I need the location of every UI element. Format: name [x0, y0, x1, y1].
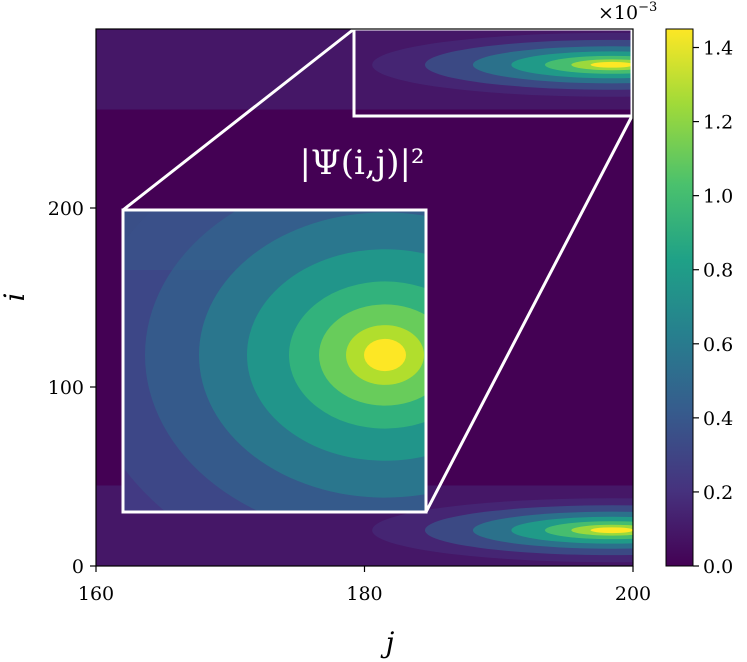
y-tick-label: 0	[72, 556, 84, 578]
y-axis-label: i	[0, 293, 31, 302]
y-tick-label: 100	[48, 377, 84, 399]
x-axis-label: j	[380, 626, 395, 659]
colorbar-tick-label: 0.0	[703, 556, 733, 578]
inset-intensity-layer	[123, 210, 426, 512]
x-tick-label: 160	[78, 583, 114, 605]
colorbar-tick-label: 0.6	[703, 334, 733, 356]
heatmap-peak	[372, 32, 633, 97]
heatmap-peak	[372, 498, 633, 563]
inset-peak	[123, 210, 426, 512]
inset-title: |Ψ(i,j)|²	[299, 143, 424, 183]
colorbar-tick-label: 1.2	[703, 112, 733, 134]
colorbar-gradient	[665, 28, 694, 567]
y-tick-label: 200	[48, 198, 84, 220]
colorbar-ticks: 0.0 0.2 0.4 0.6 0.8 1.0 1.2 1.4	[693, 38, 733, 578]
connector-line-bottom	[424, 115, 634, 513]
colorbar-scale-prefix: ×10	[598, 2, 638, 24]
colorbar-tick-label: 1.0	[703, 186, 733, 208]
heatmap-intensity-layer	[96, 29, 633, 566]
y-axis: 0 100 200	[48, 198, 96, 578]
x-axis: 160 180 200	[78, 566, 651, 605]
heatmap-plot-area	[96, 29, 633, 566]
colorbar-tick-label: 0.2	[703, 482, 733, 504]
inset-zoom-panel	[123, 210, 426, 512]
colorbar-tick-label: 0.8	[703, 260, 733, 282]
colorbar-scale-label: ×10−3	[598, 0, 657, 24]
inset-border	[121, 208, 428, 514]
colorbar-scale-exponent: −3	[638, 0, 657, 15]
colorbar-tick-label: 0.4	[703, 408, 733, 430]
x-tick-label: 180	[346, 583, 382, 605]
colorbar-tick-label: 1.4	[703, 38, 733, 60]
x-tick-label: 200	[615, 583, 651, 605]
connector-line-top	[122, 27, 355, 212]
colorbar: 0.0 0.2 0.4 0.6 0.8 1.0 1.2 1.4 ×10−3	[598, 0, 733, 578]
